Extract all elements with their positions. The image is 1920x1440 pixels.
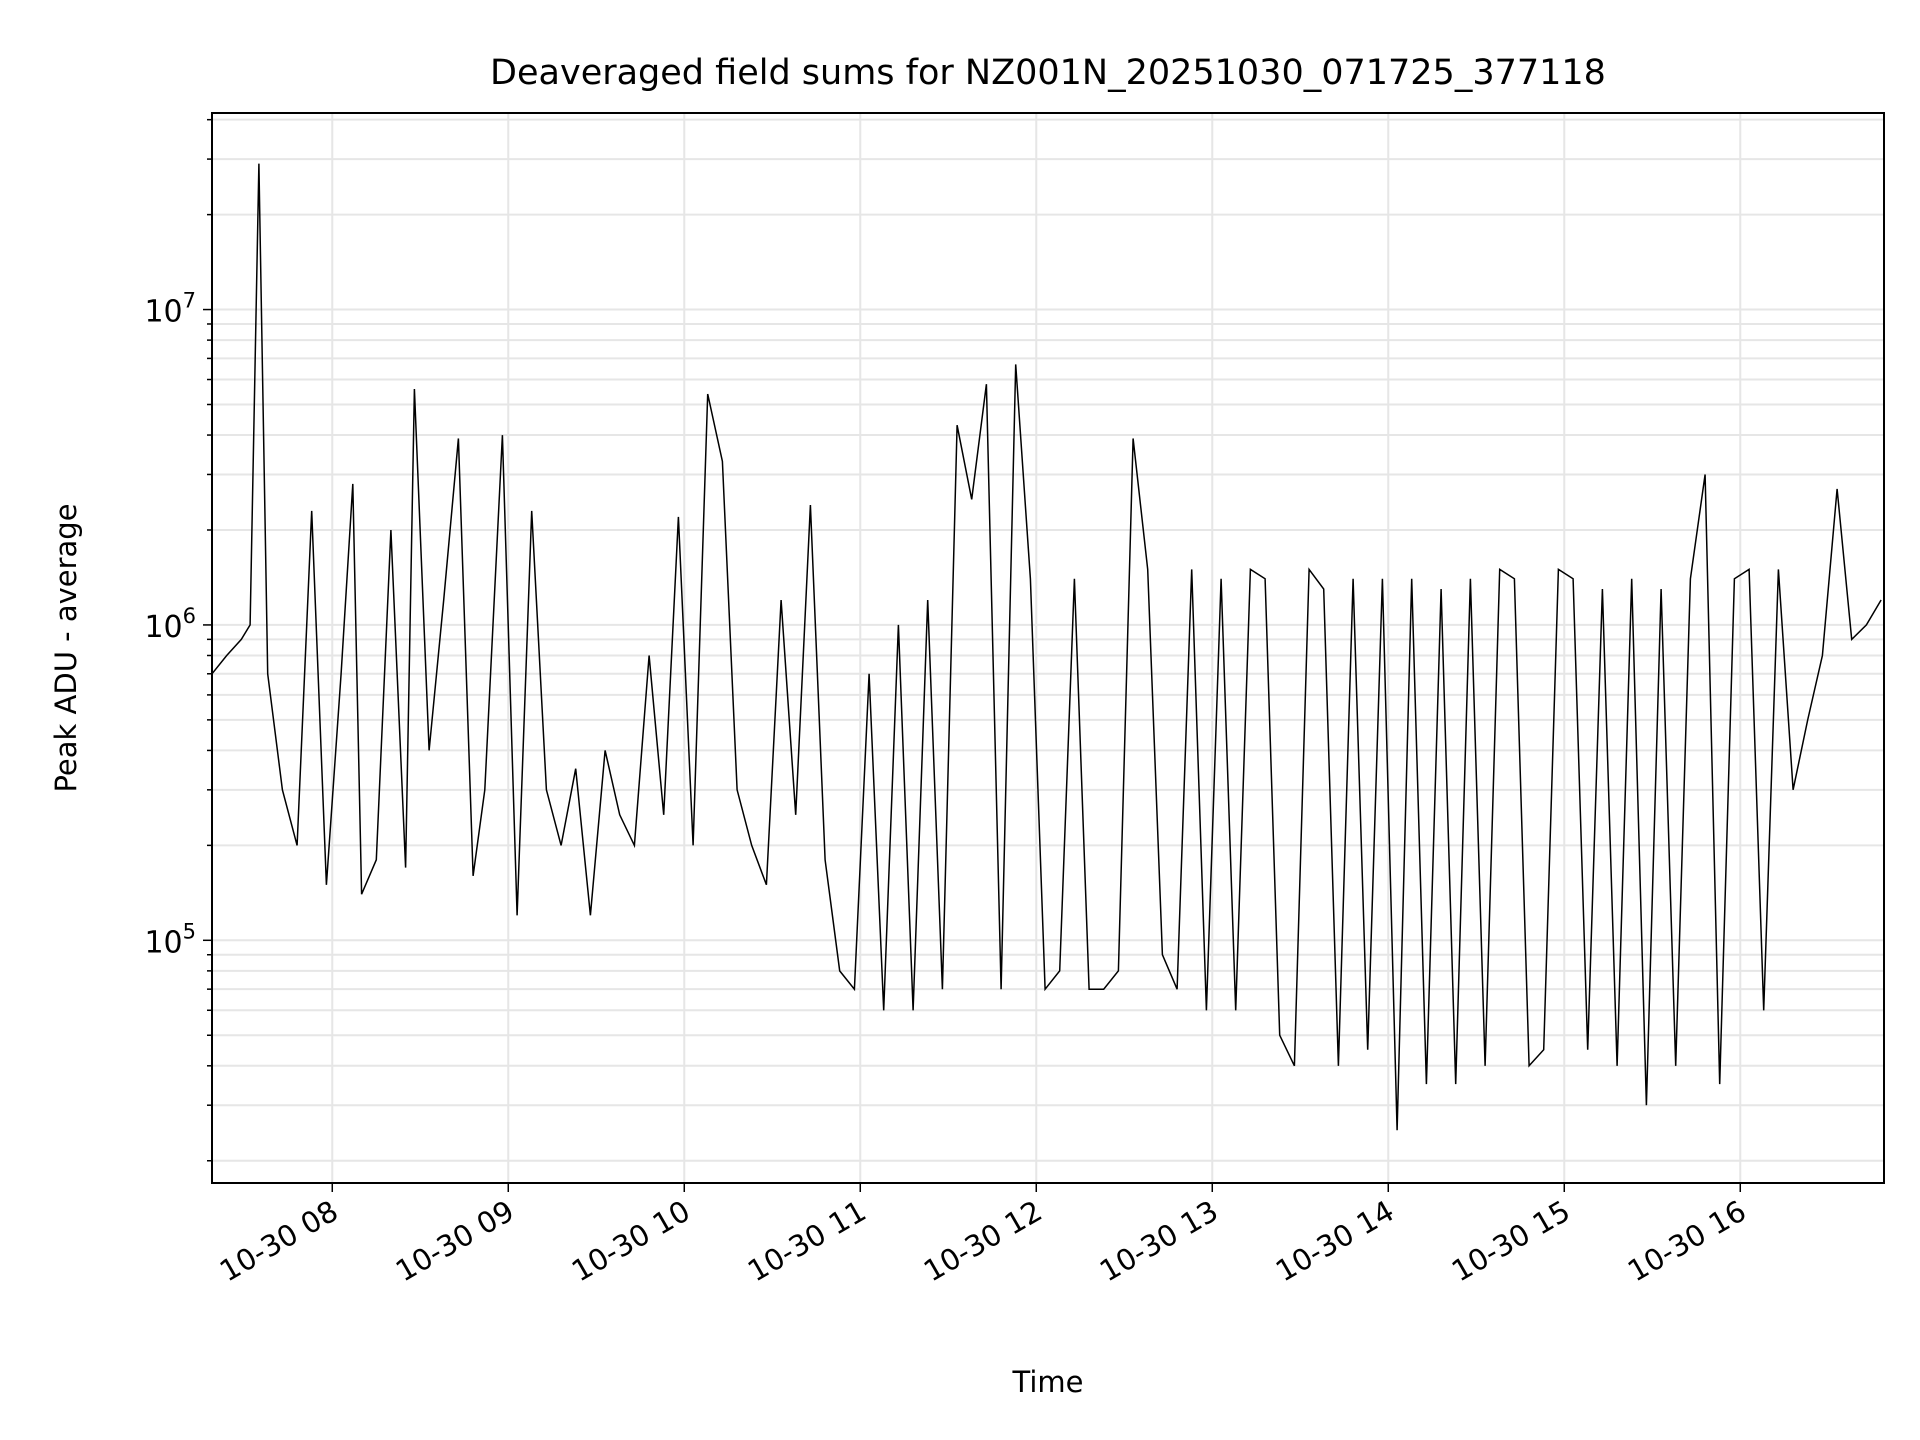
y-tick-exponent: 5 [183, 919, 196, 943]
x-tick-label: 10-30 13 [1094, 1194, 1224, 1289]
x-tick-label: 10-30 12 [918, 1194, 1048, 1289]
x-tick-label: 10-30 11 [742, 1194, 872, 1289]
x-tick-label: 10-30 16 [1622, 1194, 1752, 1289]
chart-title: Deaveraged field sums for NZ001N_2025103… [490, 53, 1606, 93]
y-tick-base: 10 [144, 925, 182, 960]
y-tick-exponent: 7 [183, 289, 196, 313]
y-tick-base: 10 [144, 295, 182, 330]
x-axis: 10-30 08 10-30 09 10-30 10 10-30 11 10-30 12… [214, 1183, 1752, 1288]
x-tick-label: 10-30 08 [214, 1194, 344, 1289]
x-axis-label: Time [1012, 1365, 1084, 1399]
x-tick-label: 10-30 15 [1446, 1194, 1576, 1289]
y-tick-label: 106 [144, 604, 196, 645]
y-tick-exponent: 6 [183, 604, 196, 628]
series-line [211, 163, 1882, 1131]
series-layer [211, 163, 1882, 1131]
y-tick-base: 10 [144, 610, 182, 645]
x-tick-label: 10-30 10 [566, 1194, 696, 1289]
y-tick-label: 105 [144, 919, 196, 960]
y-tick-label: 107 [144, 289, 196, 330]
x-tick-label: 10-30 09 [390, 1194, 520, 1289]
x-tick-label: 10-30 14 [1270, 1194, 1400, 1289]
plot-frame [211, 112, 1885, 1184]
y-axis-label: Peak ADU - average [49, 503, 83, 792]
